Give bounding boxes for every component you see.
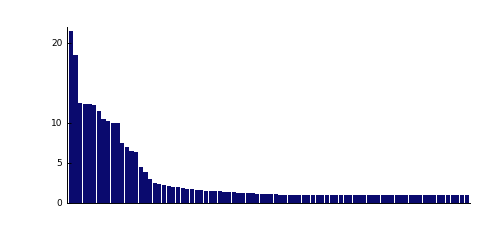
Bar [194, 190, 199, 202]
Bar [455, 195, 459, 202]
Bar [362, 195, 366, 202]
Bar [372, 195, 376, 202]
Bar [185, 189, 190, 202]
Bar [157, 184, 161, 202]
Bar [199, 190, 204, 202]
Bar [227, 192, 231, 202]
Bar [381, 195, 385, 202]
Bar [144, 172, 147, 202]
Bar [292, 195, 297, 202]
Bar [325, 195, 329, 202]
Bar [460, 195, 464, 202]
Bar [395, 195, 399, 202]
Bar [315, 195, 320, 202]
Bar [73, 55, 78, 202]
Bar [413, 195, 418, 202]
Bar [418, 195, 422, 202]
Bar [213, 191, 217, 202]
Bar [115, 123, 120, 202]
Bar [139, 166, 143, 202]
Bar [288, 195, 292, 202]
Bar [83, 104, 87, 202]
Bar [423, 195, 427, 202]
Bar [437, 195, 441, 202]
Bar [176, 187, 180, 202]
Bar [427, 195, 432, 202]
Bar [306, 195, 311, 202]
Bar [208, 191, 213, 202]
Bar [134, 152, 138, 202]
Bar [446, 195, 450, 202]
Bar [408, 195, 413, 202]
Bar [283, 195, 287, 202]
Bar [432, 195, 436, 202]
Bar [101, 119, 106, 202]
Bar [348, 195, 352, 202]
Bar [297, 195, 301, 202]
Bar [269, 194, 273, 202]
Bar [190, 189, 194, 202]
Bar [232, 192, 236, 202]
Bar [441, 195, 445, 202]
Bar [301, 195, 306, 202]
Bar [278, 195, 283, 202]
Bar [97, 111, 101, 202]
Bar [330, 195, 334, 202]
Bar [353, 195, 357, 202]
Bar [344, 195, 348, 202]
Bar [222, 192, 227, 202]
Bar [320, 195, 324, 202]
Bar [87, 104, 92, 202]
Bar [404, 195, 408, 202]
Bar [204, 191, 208, 202]
Bar [162, 185, 166, 202]
Bar [125, 147, 129, 202]
Bar [69, 31, 73, 202]
Bar [334, 195, 338, 202]
Bar [339, 195, 343, 202]
Bar [264, 194, 269, 202]
Bar [465, 195, 469, 202]
Bar [246, 193, 250, 202]
Bar [241, 193, 245, 202]
Bar [399, 195, 404, 202]
Bar [106, 121, 110, 202]
Bar [451, 195, 455, 202]
Bar [390, 195, 394, 202]
Bar [218, 191, 222, 202]
Bar [120, 143, 124, 202]
Bar [153, 182, 157, 202]
Bar [237, 193, 240, 202]
Bar [129, 151, 133, 202]
Bar [274, 194, 278, 202]
Bar [78, 103, 83, 202]
Bar [255, 194, 259, 202]
Bar [311, 195, 315, 202]
Bar [376, 195, 380, 202]
Bar [367, 195, 371, 202]
Bar [92, 105, 96, 202]
Bar [167, 186, 171, 202]
Bar [171, 187, 176, 202]
Bar [385, 195, 390, 202]
Bar [260, 194, 264, 202]
Bar [111, 123, 115, 202]
Bar [251, 193, 254, 202]
Bar [180, 188, 185, 202]
Bar [358, 195, 362, 202]
Bar [148, 179, 152, 202]
